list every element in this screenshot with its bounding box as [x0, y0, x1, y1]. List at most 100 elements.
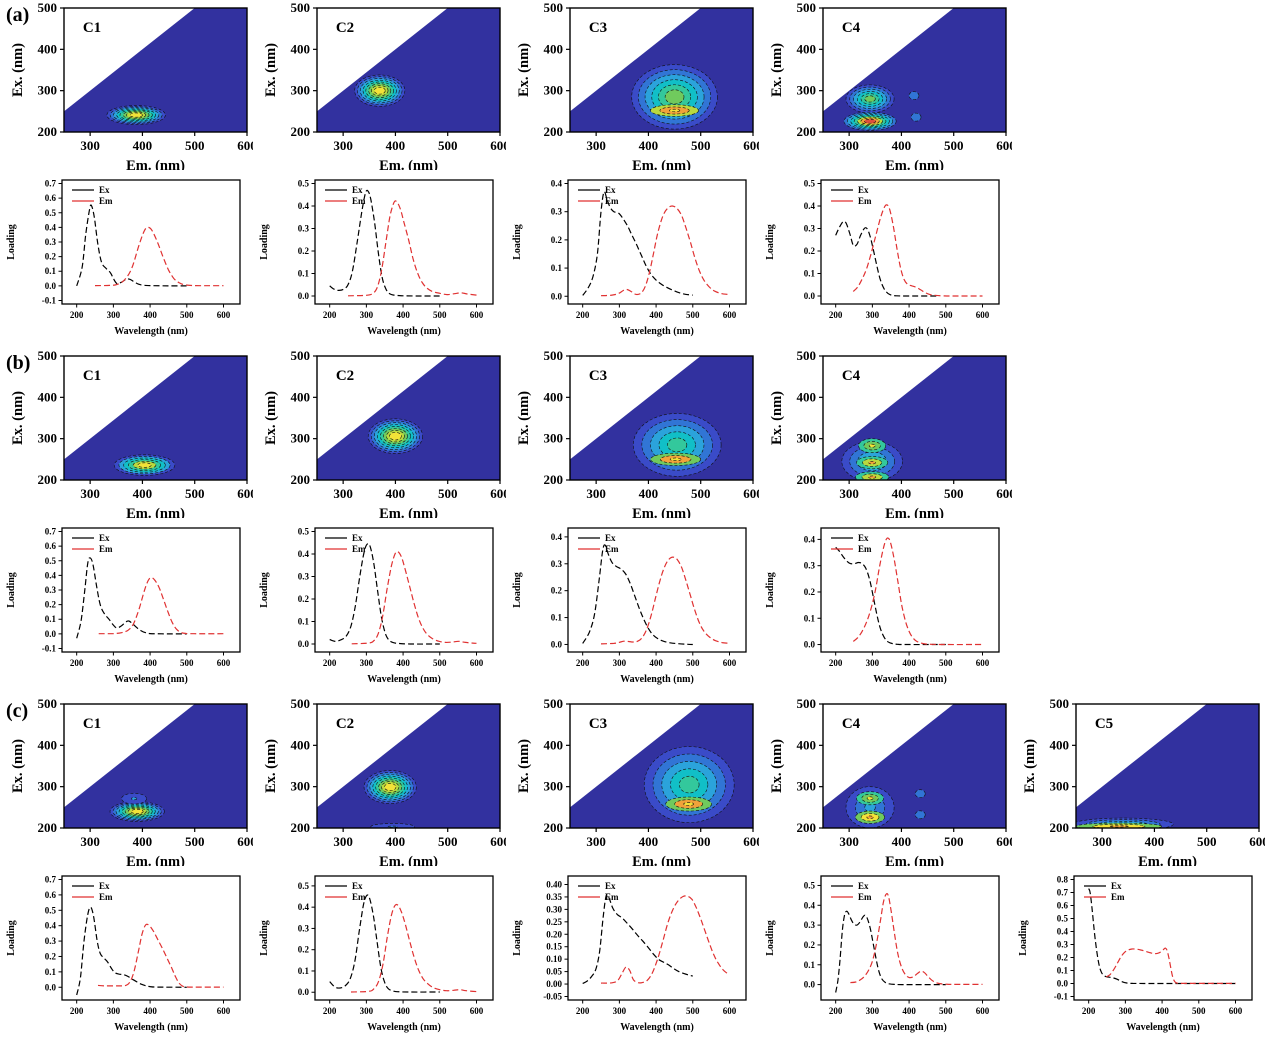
svg-text:200: 200: [544, 124, 564, 139]
svg-text:0.3: 0.3: [804, 920, 816, 930]
component-label: C4: [842, 368, 861, 384]
svg-text:400: 400: [902, 1006, 916, 1016]
svg-text:600: 600: [490, 486, 506, 501]
svg-text:Loading: Loading: [6, 224, 17, 260]
svg-text:500: 500: [438, 834, 458, 849]
svg-text:300: 300: [80, 138, 100, 153]
svg-text:Em: Em: [858, 892, 872, 902]
svg-text:Em. (nm): Em. (nm): [126, 506, 185, 518]
svg-text:500: 500: [797, 0, 817, 15]
component-label: C5: [1095, 716, 1113, 732]
svg-text:400: 400: [386, 138, 406, 153]
svg-text:Wavelength (nm): Wavelength (nm): [873, 326, 947, 337]
svg-text:Wavelength (nm): Wavelength (nm): [1126, 1022, 1200, 1033]
svg-text:500: 500: [939, 658, 953, 668]
svg-text:Loading: Loading: [512, 920, 523, 956]
svg-text:500: 500: [544, 0, 564, 15]
svg-text:300: 300: [544, 779, 564, 794]
svg-text:0.4: 0.4: [45, 570, 57, 580]
panel-label: (a): [6, 4, 30, 26]
svg-text:Em. (nm): Em. (nm): [885, 506, 944, 518]
svg-text:500: 500: [185, 486, 205, 501]
svg-text:Ex. (nm): Ex. (nm): [10, 739, 26, 793]
svg-text:Wavelength (nm): Wavelength (nm): [873, 674, 947, 685]
svg-text:300: 300: [1092, 834, 1112, 849]
svg-text:300: 300: [797, 431, 817, 446]
svg-text:0.0: 0.0: [804, 980, 816, 990]
svg-text:Ex: Ex: [99, 533, 110, 543]
svg-text:0.5: 0.5: [804, 179, 816, 189]
svg-text:0.00: 0.00: [546, 979, 562, 989]
svg-text:0.3: 0.3: [1057, 939, 1069, 949]
svg-text:0.5: 0.5: [804, 880, 816, 890]
eem-contour-plot-C3: 300400500600200300400500Em. (nm)Ex. (nm)…: [516, 696, 759, 866]
svg-text:Em: Em: [99, 544, 113, 554]
svg-text:400: 400: [639, 834, 659, 849]
svg-text:0.0: 0.0: [298, 291, 310, 301]
svg-text:0.10: 0.10: [546, 954, 562, 964]
svg-text:400: 400: [386, 834, 406, 849]
svg-text:0.2: 0.2: [804, 940, 816, 950]
svg-text:Loading: Loading: [512, 224, 523, 260]
svg-text:Em. (nm): Em. (nm): [885, 158, 944, 170]
svg-text:500: 500: [38, 0, 58, 15]
svg-text:400: 400: [396, 310, 410, 320]
svg-text:600: 600: [217, 1006, 231, 1016]
svg-text:400: 400: [291, 41, 311, 56]
svg-text:600: 600: [1229, 1006, 1243, 1016]
svg-text:0.1: 0.1: [298, 966, 310, 976]
svg-text:0.5: 0.5: [45, 905, 57, 915]
svg-text:0.1: 0.1: [551, 263, 563, 273]
svg-text:300: 300: [613, 310, 627, 320]
svg-text:300: 300: [797, 779, 817, 794]
svg-text:300: 300: [866, 1006, 880, 1016]
panel-row-b: (b)300400500600200300400500Em. (nm)Ex. (…: [0, 348, 1265, 696]
svg-text:0.1: 0.1: [298, 616, 310, 626]
svg-text:600: 600: [1249, 834, 1265, 849]
svg-text:500: 500: [180, 1006, 194, 1016]
svg-text:500: 500: [544, 696, 564, 711]
svg-text:Ex. (nm): Ex. (nm): [10, 391, 26, 445]
svg-text:0.1: 0.1: [1057, 965, 1069, 975]
svg-text:0.7: 0.7: [45, 527, 57, 537]
svg-text:600: 600: [723, 1006, 737, 1016]
loading-line-plot-C1: 200 300 400 500 600 -0.1 0.0 0.1 0.2 0.3 0.4 0.5 0.6…: [6, 527, 241, 685]
svg-text:600: 600: [743, 486, 759, 501]
svg-text:200: 200: [576, 658, 590, 668]
svg-text:0.2: 0.2: [298, 945, 310, 955]
component-column-C4: 300400500600200300400500Em. (nm)Ex. (nm)…: [759, 696, 1012, 1044]
svg-text:0.4: 0.4: [298, 201, 310, 211]
svg-text:Ex. (nm): Ex. (nm): [1022, 739, 1038, 793]
svg-text:0.2: 0.2: [298, 594, 310, 604]
svg-text:500: 500: [944, 834, 964, 849]
svg-text:0.7: 0.7: [1057, 888, 1069, 898]
svg-text:400: 400: [1145, 834, 1165, 849]
eem-contour-plot-C2: 300400500600200300400500Em. (nm)Ex. (nm)…: [263, 696, 506, 866]
loading-line-plot-C3: 200 300 400 500 600 0.0 0.1 0.2 0.3 0.4 Wavelength…: [512, 179, 747, 337]
svg-text:400: 400: [143, 1006, 157, 1016]
panel-label: (c): [6, 700, 29, 722]
svg-text:300: 300: [291, 83, 311, 98]
svg-text:600: 600: [217, 658, 231, 668]
svg-text:0.1: 0.1: [551, 613, 563, 623]
svg-text:0.35: 0.35: [546, 892, 562, 902]
svg-text:0.3: 0.3: [45, 585, 57, 595]
svg-text:Wavelength (nm): Wavelength (nm): [620, 674, 694, 685]
svg-text:0.2: 0.2: [804, 246, 816, 256]
svg-text:500: 500: [944, 486, 964, 501]
svg-text:Ex. (nm): Ex. (nm): [516, 43, 532, 97]
component-label: C4: [842, 716, 861, 732]
svg-text:300: 300: [38, 83, 58, 98]
eem-contour-plot-C5: 300400500600200300400500Em. (nm)Ex. (nm)…: [1022, 696, 1265, 866]
svg-text:0.05: 0.05: [546, 967, 562, 977]
svg-text:0.3: 0.3: [298, 572, 310, 582]
svg-text:400: 400: [902, 658, 916, 668]
component-column-C3: 300400500600200300400500Em. (nm)Ex. (nm)…: [506, 696, 759, 1044]
svg-text:400: 400: [639, 138, 659, 153]
component-label: C3: [589, 368, 607, 384]
svg-text:500: 500: [185, 834, 205, 849]
svg-text:400: 400: [1155, 1006, 1169, 1016]
component-label: C2: [336, 716, 354, 732]
loading-line-plot-C4: 200 300 400 500 600 0.0 0.1 0.2 0.3 0.4 Wavelength…: [765, 527, 1000, 685]
